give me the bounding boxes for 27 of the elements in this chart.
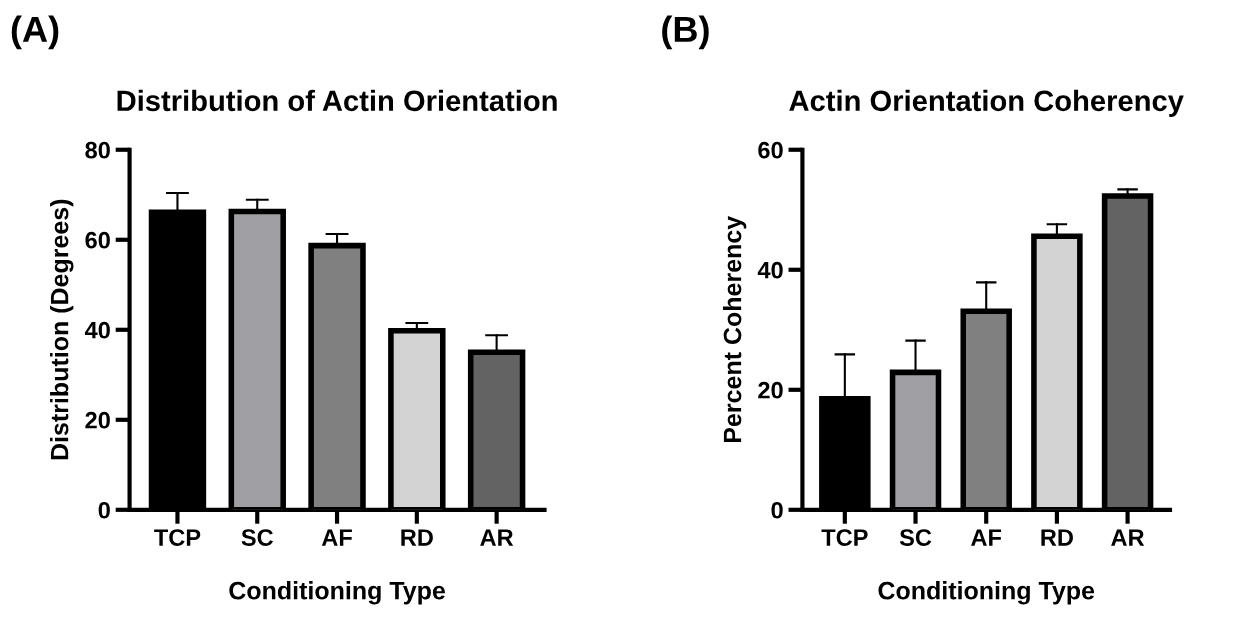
y-tick-label: 80: [85, 141, 110, 159]
chart-title: Actin Orientation Coherency: [789, 89, 1184, 117]
x-axis-title: Conditioning Type: [229, 581, 445, 605]
y-axis-title: Distribution (Degrees): [50, 199, 74, 460]
y-tick-label: 20: [758, 381, 783, 399]
x-tick-label: TCP: [821, 529, 868, 546]
y-tick-label: 60: [85, 231, 110, 249]
x-tick-label: RD: [401, 529, 433, 546]
x-tick-label: SC: [241, 529, 274, 546]
y-tick-label: 0: [98, 501, 110, 519]
x-tick-label: RD: [1041, 529, 1073, 546]
x-tick-label: SC: [899, 529, 932, 546]
y-tick-label: 40: [84, 321, 110, 339]
x-axis-title: Conditioning Type: [878, 581, 1095, 605]
y-axis-title: Percent Coherency: [723, 215, 747, 443]
chart-title: Distribution of Actin Orientation: [117, 89, 557, 112]
y-tick-label: 20: [85, 411, 110, 429]
x-tick-label: AF: [321, 529, 352, 546]
x-tick-label: TCP: [154, 529, 201, 546]
x-tick-label: AF: [971, 529, 1002, 546]
x-tick-label: AR: [1111, 529, 1145, 546]
text: (B): [662, 15, 709, 50]
y-tick-label: 40: [757, 261, 783, 279]
y-tick-label: 0: [771, 501, 783, 519]
text: (A): [11, 15, 59, 50]
x-tick-label: AR: [480, 529, 514, 546]
y-tick-label: 60: [758, 141, 783, 159]
